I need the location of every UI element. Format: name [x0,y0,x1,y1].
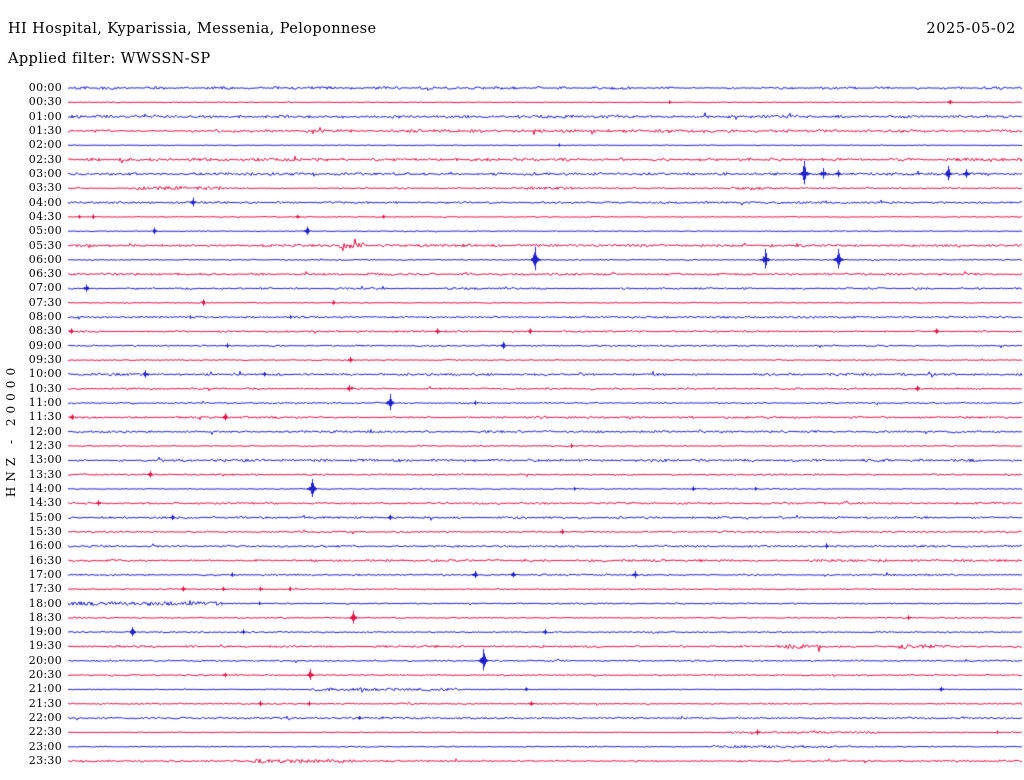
seismic-traces-canvas [0,0,1024,780]
helicorder-page: HI Hospital, Kyparissia, Messenia, Pelop… [0,0,1024,780]
